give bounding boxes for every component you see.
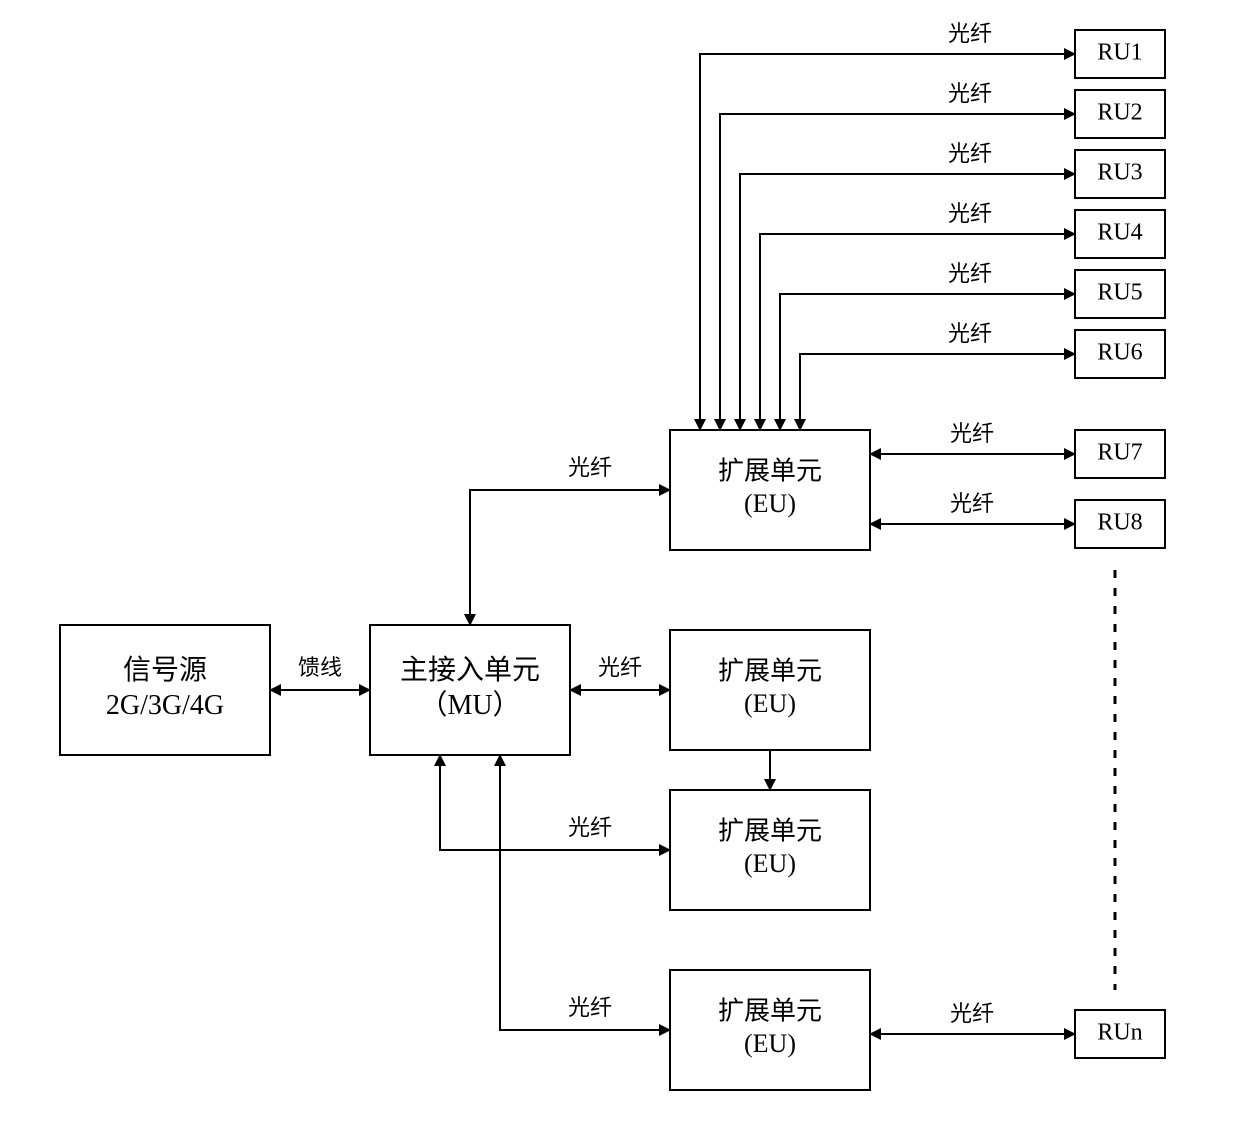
svg-text:光纤: 光纤 [948, 261, 992, 286]
node-ru4: RU4 [1075, 210, 1165, 258]
svg-text:光纤: 光纤 [568, 815, 612, 840]
svg-text:光纤: 光纤 [568, 455, 612, 480]
node-eu2: 扩展单元 (EU) [670, 630, 870, 750]
diagram-canvas: 馈线光纤光纤光纤光纤光纤光纤光纤光纤光纤光纤光纤光纤光纤信号源2G/3G/4G主… [0, 0, 1240, 1138]
node-mu: 主接入单元（MU） [370, 625, 570, 755]
node-eu1: 扩展单元 (EU) [670, 430, 870, 550]
node-ru3-label-0: RU3 [1097, 160, 1142, 186]
node-eu3-label-1: (EU) [744, 849, 796, 878]
node-ru1-label-0: RU1 [1097, 40, 1142, 66]
svg-text:光纤: 光纤 [948, 81, 992, 106]
node-ru7-label-0: RU7 [1097, 440, 1142, 466]
node-ru6-label-0: RU6 [1097, 340, 1142, 366]
node-eu4-label-0: 扩展单元 [718, 997, 822, 1026]
node-ru5: RU5 [1075, 270, 1165, 318]
node-mu-label-1: （MU） [419, 689, 520, 721]
node-eu2-label-0: 扩展单元 [718, 657, 822, 686]
node-ru8: RU8 [1075, 500, 1165, 548]
node-eu4-label-1: (EU) [744, 1029, 796, 1058]
node-ru5-label-0: RU5 [1097, 280, 1142, 306]
node-ru7: RU7 [1075, 430, 1165, 478]
node-mu-label-0: 主接入单元 [400, 654, 540, 686]
svg-text:光纤: 光纤 [948, 321, 992, 346]
node-ru8-label-0: RU8 [1097, 510, 1142, 536]
node-run-label-0: RUn [1097, 1020, 1142, 1046]
svg-text:馈线: 馈线 [298, 655, 342, 680]
node-ru4-label-0: RU4 [1097, 220, 1142, 246]
node-eu1-label-1: (EU) [744, 489, 796, 518]
svg-text:光纤: 光纤 [950, 1001, 994, 1026]
svg-text:光纤: 光纤 [950, 421, 994, 446]
node-eu3: 扩展单元 (EU) [670, 790, 870, 910]
node-source-label-0: 信号源 [123, 654, 207, 686]
svg-text:光纤: 光纤 [948, 21, 992, 46]
node-source-label-1: 2G/3G/4G [106, 690, 224, 721]
node-eu2-label-1: (EU) [744, 689, 796, 718]
svg-text:光纤: 光纤 [598, 655, 642, 680]
svg-text:光纤: 光纤 [948, 141, 992, 166]
node-ru1: RU1 [1075, 30, 1165, 78]
node-eu4: 扩展单元 (EU) [670, 970, 870, 1090]
node-ru6: RU6 [1075, 330, 1165, 378]
svg-text:光纤: 光纤 [948, 201, 992, 226]
node-eu3-label-0: 扩展单元 [718, 817, 822, 846]
svg-text:光纤: 光纤 [950, 491, 994, 516]
node-run: RUn [1075, 1010, 1165, 1058]
svg-text:光纤: 光纤 [568, 995, 612, 1020]
node-eu1-label-0: 扩展单元 [718, 457, 822, 486]
node-ru3: RU3 [1075, 150, 1165, 198]
node-ru2-label-0: RU2 [1097, 100, 1142, 126]
node-ru2: RU2 [1075, 90, 1165, 138]
node-source: 信号源 2G/3G/4G [60, 625, 270, 755]
